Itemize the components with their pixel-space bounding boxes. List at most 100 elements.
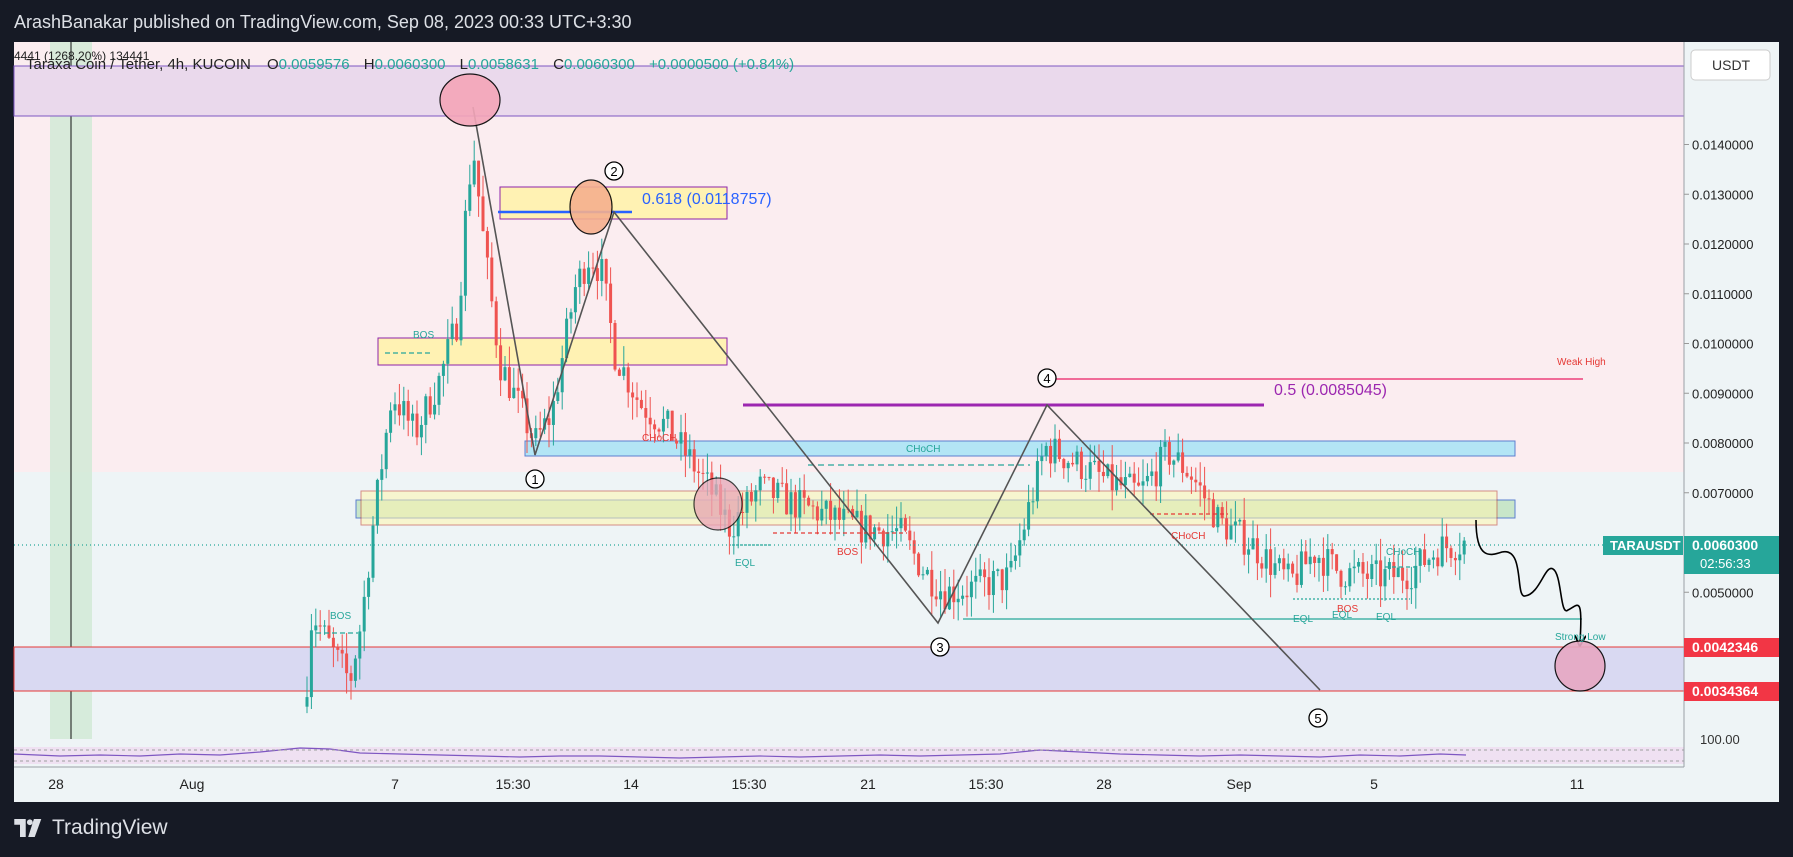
x-tick-label: 21 — [860, 776, 876, 792]
footer-brand[interactable]: TradingView — [14, 799, 168, 857]
candle — [1277, 554, 1281, 571]
candle — [639, 390, 643, 410]
candle — [692, 440, 696, 483]
candle — [969, 570, 973, 617]
candle — [1260, 556, 1264, 578]
candle — [820, 490, 824, 526]
wave-lines — [472, 106, 1581, 691]
svg-text:0.0060300: 0.0060300 — [1692, 537, 1758, 553]
svg-text:3: 3 — [936, 640, 943, 655]
candle — [1066, 460, 1070, 483]
price-axis[interactable] — [1684, 42, 1779, 782]
candle — [745, 485, 749, 529]
time-axis[interactable] — [14, 767, 1684, 802]
candle — [375, 478, 379, 534]
candle — [1379, 538, 1383, 607]
bos-label-1: BOS — [330, 611, 351, 622]
candle — [477, 160, 481, 217]
candle — [1022, 518, 1026, 546]
strong-low-label: Strong Low — [1555, 632, 1606, 643]
legend-symbol: Taraxa Coin / Tether, 4h, KUCOIN — [26, 56, 251, 73]
x-tick-label: Sep — [1227, 776, 1252, 792]
zone-choch-box[interactable] — [524, 440, 1516, 457]
choch-label-1: CHoCH — [642, 433, 676, 444]
legend-line: Taraxa Coin / Tether, 4h, KUCOIN O0.0059… — [26, 56, 794, 73]
candle — [1339, 569, 1343, 599]
candle — [380, 454, 384, 501]
candle — [648, 397, 652, 436]
x-tick-label: 15:30 — [495, 776, 530, 792]
candle — [1308, 538, 1312, 574]
candle — [1387, 557, 1391, 580]
eql-label-1: EQL — [735, 558, 755, 569]
candle — [1418, 548, 1422, 583]
candle — [1291, 561, 1295, 578]
svg-text:1: 1 — [531, 472, 538, 487]
candle — [573, 274, 577, 324]
candle — [463, 199, 467, 312]
candle — [974, 557, 978, 599]
currency-button[interactable]: USDT — [1690, 49, 1771, 81]
zone-mid-yellow[interactable] — [360, 490, 1498, 526]
candle — [1172, 459, 1176, 478]
candle — [824, 499, 828, 525]
candle — [930, 551, 934, 616]
candle — [917, 552, 921, 578]
zone-top-supply[interactable] — [13, 65, 1685, 117]
choch-label-2: CHoCH — [906, 444, 940, 455]
candle — [397, 383, 401, 426]
candle — [560, 345, 564, 410]
candle — [1207, 489, 1211, 514]
candle — [886, 514, 890, 563]
zone-target-demand[interactable] — [13, 646, 1685, 692]
candle — [1181, 438, 1185, 483]
candle — [1449, 545, 1453, 568]
candle — [829, 483, 833, 535]
candle — [868, 514, 872, 550]
candle — [767, 476, 771, 481]
candle — [1005, 553, 1009, 610]
candle — [807, 495, 811, 507]
candle — [1392, 544, 1396, 594]
candle — [1163, 429, 1167, 461]
fib-05-label: 0.5 (0.0085045) — [1274, 382, 1387, 399]
candle — [587, 251, 591, 291]
candle — [1335, 554, 1339, 574]
candle — [780, 467, 784, 488]
candle — [1128, 466, 1132, 478]
eql-label-4: EQL — [1376, 612, 1396, 623]
circle-mid — [693, 477, 743, 531]
candle — [538, 411, 542, 438]
candle — [503, 355, 507, 382]
candle — [1141, 459, 1145, 505]
candle — [349, 665, 353, 700]
candle — [490, 242, 494, 308]
candle — [947, 576, 951, 611]
candle — [670, 410, 674, 441]
candle — [1211, 492, 1215, 528]
candle — [481, 175, 485, 232]
candle — [595, 250, 599, 300]
wave-label-4: 4 — [1037, 368, 1057, 388]
candle — [318, 610, 322, 641]
symbol-legend: 4441 (1268.20%) 134441 Taraxa Coin / Tet… — [14, 49, 794, 73]
candle — [697, 458, 701, 490]
candle — [1436, 548, 1440, 576]
highlight-circles — [439, 73, 1606, 692]
candle — [626, 362, 630, 408]
chart-area[interactable]: 1 2 3 4 5 0.618 (0.0118757) 0.5 (0.0085045) … — [0, 42, 1793, 835]
candle — [1361, 552, 1365, 587]
candle — [362, 580, 366, 652]
candle — [507, 346, 511, 401]
candle — [1343, 581, 1347, 595]
zone-bos-box[interactable] — [377, 337, 728, 366]
candle — [609, 267, 613, 344]
candle — [1154, 452, 1158, 501]
candle — [1396, 553, 1400, 578]
bos-label-2: BOS — [413, 330, 434, 341]
fib-618-label: 0.618 (0.0118757) — [642, 191, 772, 208]
candle — [1282, 548, 1286, 580]
candle — [1132, 462, 1136, 497]
candle — [1062, 457, 1066, 479]
candle — [754, 485, 758, 522]
